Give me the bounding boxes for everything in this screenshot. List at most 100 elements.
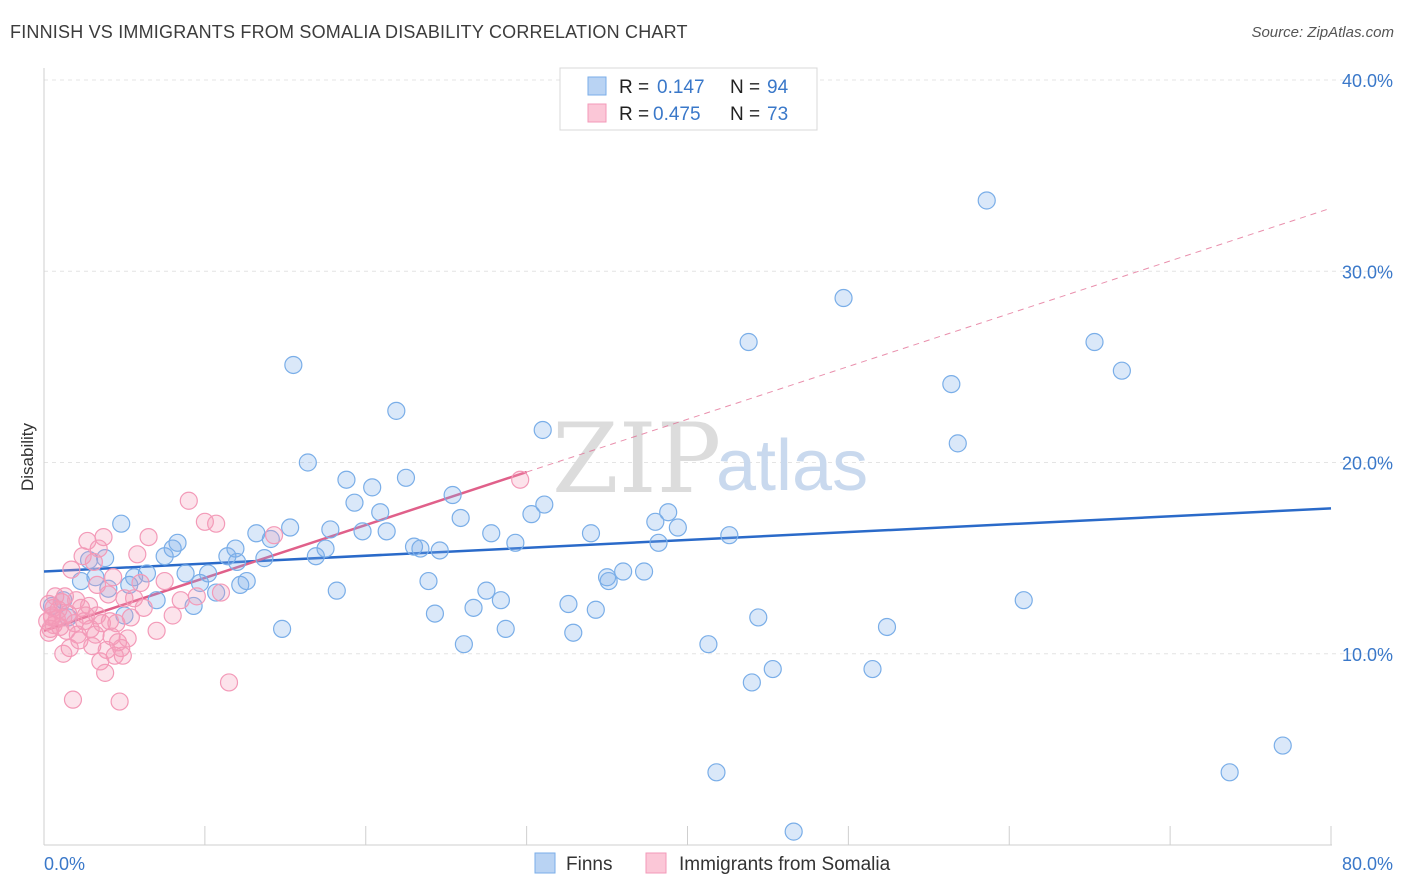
point-somalia [163,606,182,625]
legend-r-value-somalia: 0.475 [653,104,701,125]
point-finns [659,503,678,522]
watermark: ZIP atlas [552,403,868,515]
point-finns [176,564,195,583]
point-somalia [124,589,144,608]
point-somalia [62,560,81,579]
trend-line-extension-somalia [526,207,1332,473]
y-tick-labels: 10.0% 20.0% 30.0% 40.0% [1342,71,1393,665]
bottom-legend: Finns Immigrants from Somalia [534,852,891,875]
legend: R = 0.147 N = 94 R = 0.475 N = 73 [559,67,818,131]
point-finns [1112,361,1131,380]
point-finns [535,495,554,514]
point-finns [345,493,364,512]
legend-swatch-finns [587,76,607,96]
point-finns [877,617,897,637]
point-finns [586,600,605,619]
point-somalia [89,539,108,558]
point-finns [634,562,654,581]
point-finns [522,505,541,524]
legend-n-value-finns: 94 [767,77,789,98]
point-somalia [84,552,103,572]
point-finns [749,608,768,627]
point-somalia [211,583,231,602]
point-finns [559,594,578,614]
point-finns [316,539,335,558]
point-somalia [264,526,284,545]
point-somalia [104,568,123,587]
point-somalia [118,629,137,648]
x-tick-label-min: 0.0% [44,854,85,874]
point-somalia [63,690,83,709]
point-finns [404,537,424,556]
x-tick-label-max: 80.0% [1342,854,1393,874]
point-finns [396,468,416,487]
point-somalia [511,470,530,489]
point-somalia [115,589,134,608]
y-tick-label: 10.0% [1342,645,1393,665]
trend-lines [43,207,1332,632]
point-finns [443,485,462,505]
point-somalia [187,587,206,606]
point-somalia [128,545,147,564]
point-finns [863,659,882,679]
point-somalia [96,663,115,682]
point-finns [581,524,601,543]
y-tick-label: 30.0% [1342,262,1393,282]
point-finns [272,619,292,638]
data-points [38,191,1292,841]
point-finns [720,526,739,545]
y-tick-label: 40.0% [1342,71,1393,91]
y-axis-label: Disability [18,422,37,491]
point-finns [284,355,303,375]
legend-r-label-finns: R = [619,77,649,98]
point-finns [564,623,583,642]
point-finns [430,541,449,560]
point-finns [646,512,665,531]
point-finns [137,564,157,583]
point-finns [464,598,483,617]
chart-title: FINNISH VS IMMIGRANTS FROM SOMALIA DISAB… [10,22,688,42]
point-finns [371,503,390,522]
point-finns [226,539,245,558]
watermark-atlas: atlas [716,426,868,506]
point-finns [255,549,274,568]
legend-swatch-somalia [587,103,607,123]
point-somalia [44,598,63,617]
point-somalia [179,491,198,510]
point-finns [96,549,115,568]
point-finns [306,547,325,566]
point-somalia [100,612,120,631]
point-finns [1085,332,1104,352]
point-finns [533,420,552,440]
bottom-legend-somalia: Immigrants from Somalia [679,854,891,875]
point-finns [227,552,247,572]
point-finns [948,434,967,453]
point-finns [739,332,758,352]
point-somalia [171,591,190,610]
x-axis-ticks [43,826,1332,845]
point-finns [1273,736,1292,755]
bottom-legend-finns: Finns [566,854,612,875]
point-somalia [86,625,105,644]
point-finns [363,478,382,497]
point-somalia [195,512,214,531]
point-finns [451,508,470,528]
legend-n-value-somalia: 73 [767,104,788,125]
point-finns [942,374,961,394]
point-somalia [83,636,102,656]
point-somalia [139,527,158,547]
point-finns [977,191,996,210]
point-somalia [219,673,239,692]
point-somalia [39,623,58,642]
point-somalia [121,608,140,627]
point-finns [168,533,187,552]
trend-line-somalia [43,470,528,632]
point-finns [668,518,687,537]
point-finns [353,522,372,541]
legend-n-label-finns: N = [730,77,760,98]
point-finns [763,659,782,679]
point-finns [496,619,515,638]
point-somalia [155,571,174,591]
grid-lines [44,79,1393,655]
